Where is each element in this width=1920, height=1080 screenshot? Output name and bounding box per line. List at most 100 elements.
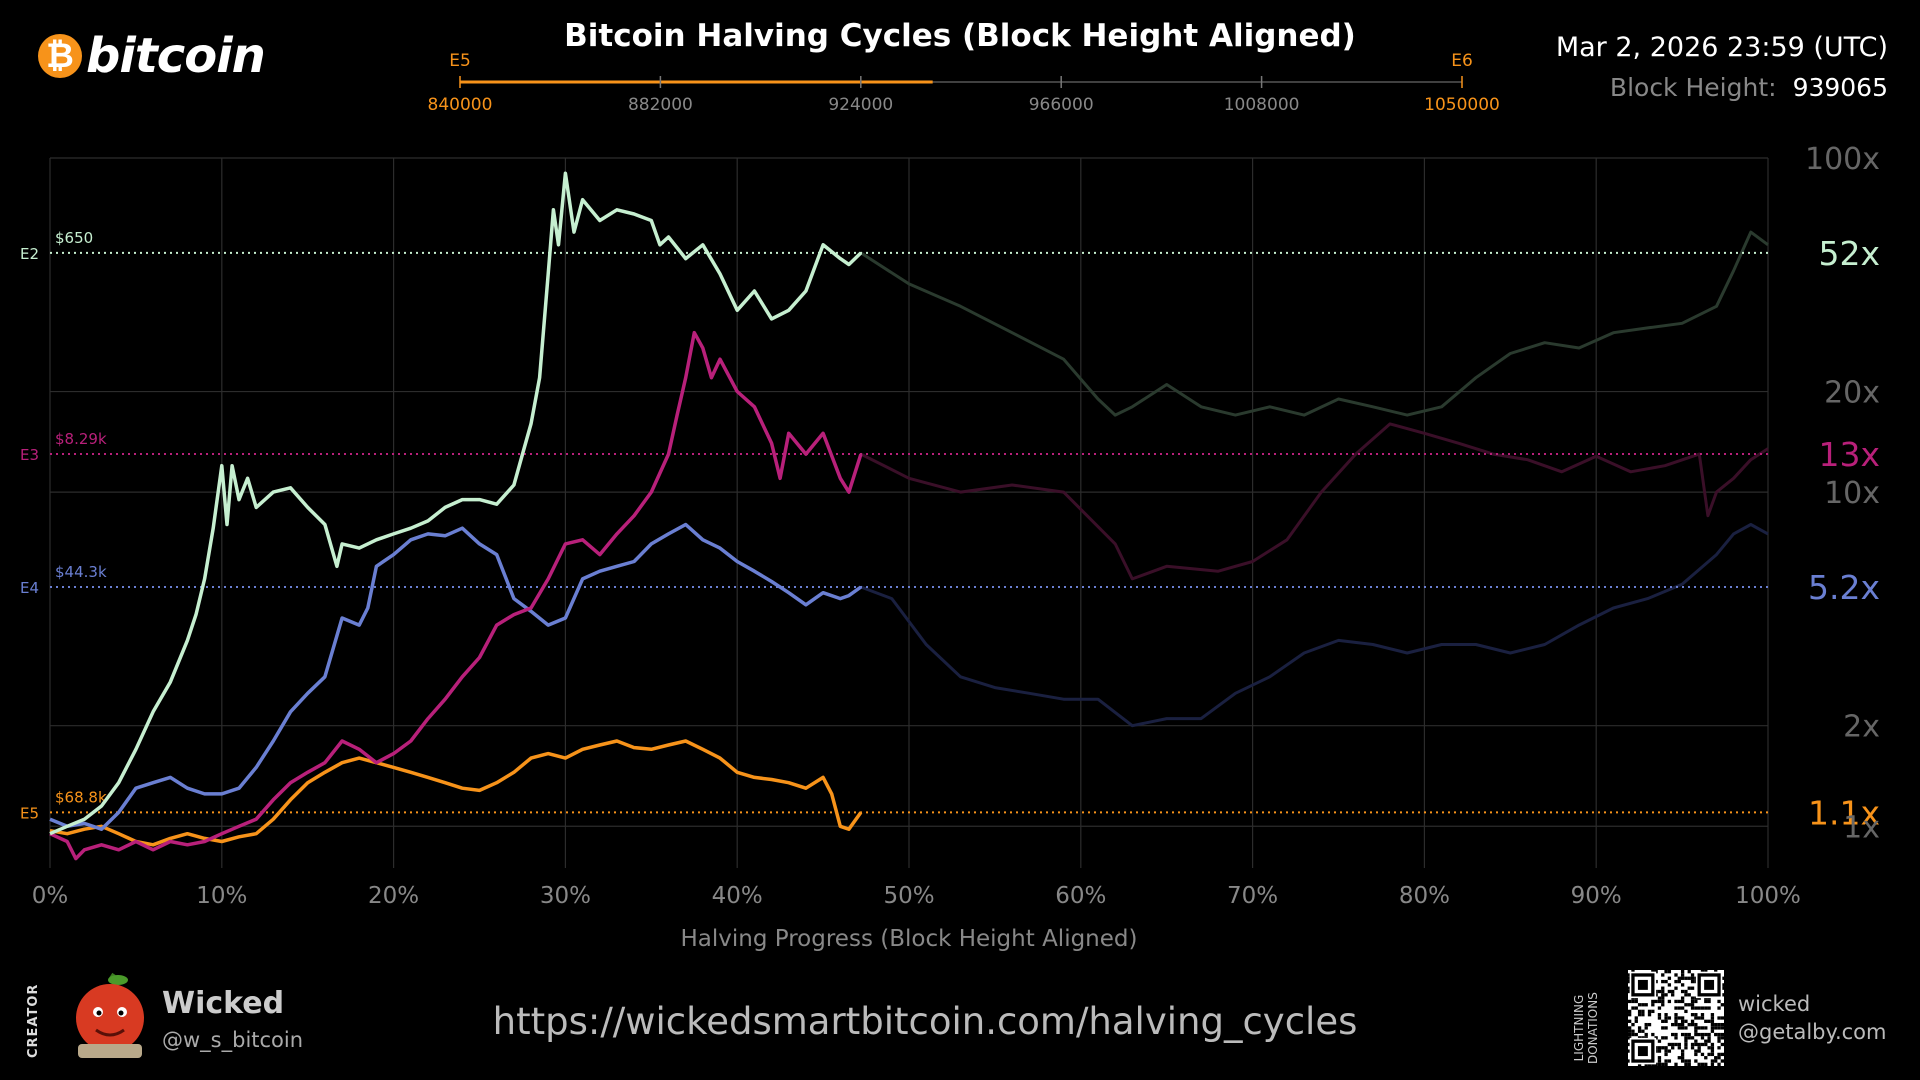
qr-module	[1714, 1059, 1718, 1063]
qr-module	[1704, 1019, 1708, 1023]
qr-module	[1720, 1016, 1724, 1020]
historical-line-e4	[860, 523, 1769, 728]
qr-module	[1634, 1032, 1638, 1037]
qr-module	[1720, 1003, 1724, 1007]
qr-module	[1644, 1062, 1648, 1066]
lightning-address-name: wicked	[1738, 992, 1811, 1016]
qr-module	[1661, 996, 1665, 1000]
qr-module	[1628, 1013, 1632, 1017]
qr-module	[1634, 1006, 1638, 1010]
qr-module	[1664, 1046, 1668, 1050]
creator-name: Wicked	[162, 986, 285, 1021]
qr-module	[1707, 1006, 1711, 1010]
y-tick-label: 10x	[1824, 476, 1880, 511]
x-tick-label: 100%	[1735, 883, 1801, 909]
qr-module	[1661, 1026, 1665, 1030]
qr-module	[1710, 1062, 1715, 1066]
qr-module	[1700, 1036, 1705, 1040]
qr-module	[1684, 993, 1688, 997]
qr-module	[1671, 1032, 1675, 1037]
qr-module	[1710, 1016, 1715, 1020]
qr-module	[1671, 1022, 1675, 1027]
qr-module	[1690, 979, 1695, 984]
qr-module	[1628, 989, 1632, 994]
y-tick-label: 20x	[1824, 376, 1880, 411]
epoch-label-e2: E2	[20, 245, 39, 263]
qr-module	[1717, 1022, 1721, 1027]
x-tick-label: 70%	[1227, 883, 1278, 909]
qr-module	[1694, 1059, 1698, 1063]
qr-module	[1684, 1032, 1688, 1037]
qr-module	[1667, 976, 1672, 980]
qr-module	[1720, 976, 1724, 980]
qr-module	[1710, 1029, 1715, 1033]
qr-module	[1690, 996, 1695, 1000]
qr-module	[1677, 979, 1681, 984]
qr-module	[1654, 1046, 1658, 1050]
qr-module	[1697, 1049, 1701, 1053]
qr-module	[1704, 1026, 1708, 1030]
site-url[interactable]: https://wickedsmartbitcoin.com/halving_c…	[492, 1000, 1358, 1043]
qr-module	[1674, 1032, 1678, 1037]
qr-module	[1631, 1006, 1635, 1010]
qr-module	[1674, 1006, 1678, 1010]
epoch-tick-label: 840000	[428, 95, 493, 115]
qr-module	[1641, 1036, 1645, 1040]
qr-module	[1664, 1052, 1668, 1057]
qr-module	[1667, 983, 1672, 987]
qr-code-icon[interactable]	[1628, 970, 1724, 1066]
qr-module	[1651, 1009, 1655, 1014]
qr-module	[1667, 1016, 1672, 1020]
qr-module	[1710, 1042, 1715, 1047]
qr-module	[1704, 1062, 1708, 1066]
qr-module	[1680, 1026, 1685, 1030]
qr-module	[1664, 1062, 1668, 1066]
qr-module	[1651, 999, 1655, 1004]
qr-module	[1677, 999, 1681, 1004]
start-price-e5: $68.8k	[55, 788, 107, 806]
donations-label: LIGHTNING DONATIONS	[1572, 992, 1600, 1064]
x-tick-label: 60%	[1055, 883, 1106, 909]
qr-module	[1710, 1049, 1715, 1053]
qr-module	[1664, 1013, 1668, 1017]
qr-module	[1714, 970, 1718, 974]
creator-handle: @w_s_bitcoin	[162, 1028, 304, 1052]
qr-module	[1694, 1013, 1698, 1017]
y-tick-label: 2x	[1843, 710, 1880, 745]
qr-module	[1697, 996, 1701, 1000]
qr-module	[1704, 1039, 1708, 1043]
qr-module	[1654, 1062, 1658, 1066]
qr-module	[1657, 1056, 1662, 1060]
qr-module	[1637, 1036, 1642, 1040]
block-height-value: 939065	[1792, 73, 1888, 102]
qr-module	[1637, 1003, 1642, 1007]
qr-module	[1671, 989, 1675, 994]
qr-module	[1661, 1046, 1665, 1050]
qr-module	[1680, 1049, 1685, 1053]
epoch-tick-label: 966000	[1029, 95, 1094, 115]
qr-module	[1684, 1003, 1688, 1007]
qr-module	[1641, 1013, 1645, 1017]
qr-module	[1687, 993, 1691, 997]
qr-module	[1694, 1006, 1698, 1010]
start-price-e4: $44.3k	[55, 563, 107, 581]
qr-module	[1700, 1052, 1705, 1057]
x-tick-label: 30%	[540, 883, 591, 909]
qr-module	[1707, 1032, 1711, 1037]
epoch-end-label: E6	[1451, 51, 1473, 71]
qr-module	[1647, 1062, 1652, 1066]
qr-module	[1637, 1026, 1642, 1030]
qr-module	[1657, 1013, 1662, 1017]
epoch-tick-label: 1008000	[1224, 95, 1300, 115]
qr-module	[1684, 1009, 1688, 1014]
qr-module	[1651, 1062, 1655, 1066]
qr-module	[1664, 1019, 1668, 1023]
qr-module	[1700, 1026, 1705, 1030]
qr-module	[1674, 1022, 1678, 1027]
epoch-label-e4: E4	[20, 579, 39, 597]
qr-module	[1661, 973, 1665, 977]
qr-module	[1634, 996, 1638, 1000]
qr-module	[1667, 970, 1672, 974]
qr-module	[1664, 1026, 1668, 1030]
series-lines	[49, 171, 863, 861]
